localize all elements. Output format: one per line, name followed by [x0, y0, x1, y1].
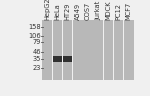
Bar	[63, 20, 72, 79]
Text: A549: A549	[75, 3, 81, 20]
Text: PC12: PC12	[116, 3, 122, 20]
Bar	[52, 20, 62, 79]
Bar	[73, 20, 82, 79]
Bar	[83, 20, 93, 79]
Text: 23: 23	[32, 65, 41, 71]
Text: 79: 79	[32, 39, 41, 45]
Text: 106: 106	[28, 33, 41, 39]
Bar	[114, 20, 123, 79]
Bar	[52, 56, 62, 62]
Bar	[93, 20, 103, 79]
Text: HeLa: HeLa	[54, 3, 60, 20]
Bar	[63, 56, 72, 62]
Bar	[42, 20, 52, 79]
Text: Jurkat: Jurkat	[95, 1, 101, 20]
Text: COS7: COS7	[85, 2, 91, 20]
Bar	[103, 20, 113, 79]
Text: MCF7: MCF7	[126, 2, 132, 20]
Text: MDCK: MDCK	[105, 0, 111, 20]
Text: 158: 158	[28, 24, 41, 31]
Text: 46: 46	[32, 49, 41, 55]
Text: HepG2: HepG2	[44, 0, 50, 20]
Text: HT29: HT29	[64, 3, 70, 20]
Text: 35: 35	[32, 56, 41, 62]
Bar	[124, 20, 134, 79]
